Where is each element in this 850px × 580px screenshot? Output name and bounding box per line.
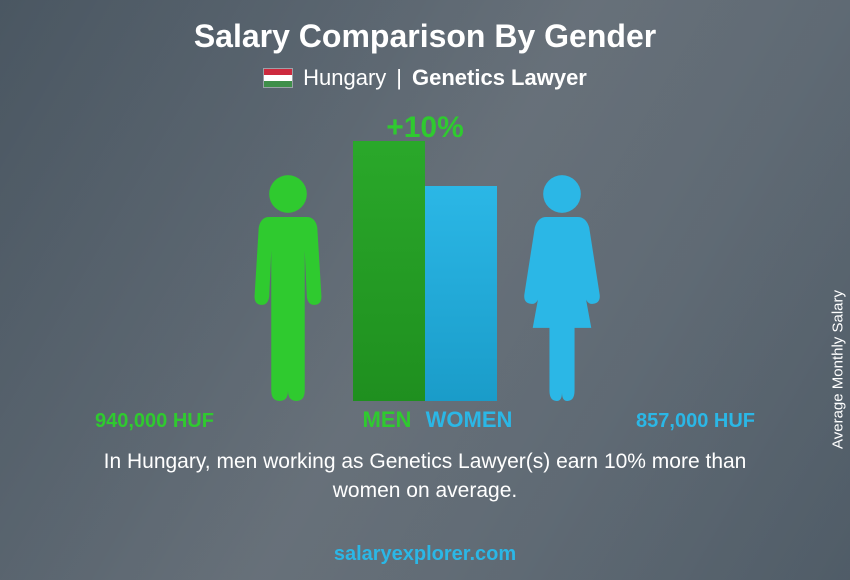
women-group bbox=[425, 171, 627, 401]
job-label: Genetics Lawyer bbox=[412, 65, 587, 91]
flag-icon bbox=[263, 68, 293, 88]
men-group bbox=[223, 141, 425, 401]
separator: | bbox=[396, 65, 402, 91]
man-icon bbox=[223, 171, 353, 401]
chart: +10% 940,000 HUF MEN WOMEN 857,000 HUF bbox=[105, 111, 745, 441]
y-axis-label: Average Monthly Salary bbox=[830, 290, 847, 449]
country-label: Hungary bbox=[303, 65, 386, 91]
woman-icon bbox=[497, 171, 627, 401]
women-value: 857,000 HUF bbox=[636, 410, 755, 433]
women-label: WOMEN bbox=[425, 407, 513, 433]
men-bar bbox=[353, 141, 425, 401]
footer-link[interactable]: salaryexplorer.com bbox=[0, 543, 850, 566]
men-value: 940,000 HUF bbox=[95, 410, 214, 433]
delta-label: +10% bbox=[386, 111, 464, 145]
description: In Hungary, men working as Genetics Lawy… bbox=[0, 447, 850, 506]
men-label: MEN bbox=[353, 407, 425, 433]
flag-stripe-3 bbox=[264, 81, 292, 87]
subtitle: Hungary | Genetics Lawyer bbox=[0, 65, 850, 91]
page-title: Salary Comparison By Gender bbox=[0, 0, 850, 55]
women-bar bbox=[425, 186, 497, 401]
